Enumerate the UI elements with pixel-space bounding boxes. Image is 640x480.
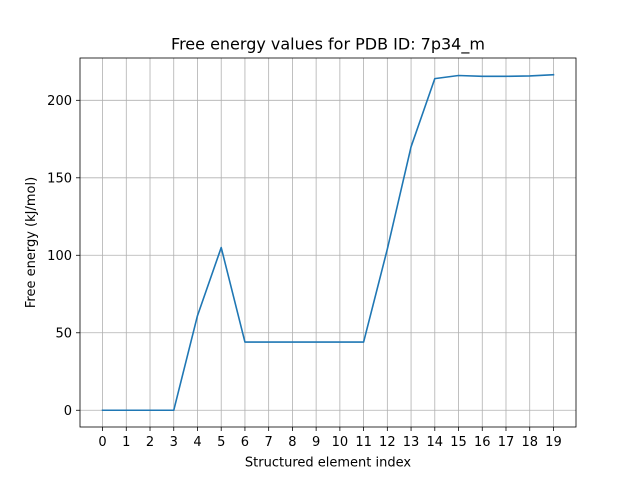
- x-tick-label: 11: [355, 435, 372, 450]
- x-tick-label: 0: [98, 435, 106, 450]
- y-axis-ticks: 0 50 100 150 200: [47, 94, 80, 419]
- x-tick-label: 3: [170, 435, 178, 450]
- chart-title: Free energy values for PDB ID: 7p34_m: [171, 35, 485, 55]
- y-axis-label: Free energy (kJ/mol): [24, 177, 39, 308]
- series-layer: [101, 73, 555, 412]
- y-tick-label: 50: [55, 326, 72, 341]
- x-tick-label: 17: [498, 435, 515, 450]
- x-tick-label: 7: [265, 435, 273, 450]
- x-tick-label: 15: [450, 435, 467, 450]
- y-tick-label: 150: [47, 171, 72, 186]
- plot-frame: [79, 57, 577, 428]
- x-tick-label: 2: [146, 435, 154, 450]
- x-tick-label: 14: [427, 435, 444, 450]
- x-tick-label: 5: [217, 435, 225, 450]
- x-tick-label: 4: [193, 435, 201, 450]
- y-tick-label: 100: [47, 249, 72, 264]
- y-tick-label: 0: [64, 404, 72, 419]
- x-axis-label: Structured element index: [245, 456, 411, 471]
- x-tick-label: 8: [288, 435, 296, 450]
- x-tick-label: 10: [332, 435, 349, 450]
- x-axis-ticks: 0 1 2 3 4 5 6 7 8 9 10 11 12 13 14 15 16 17 18 19: [98, 427, 562, 450]
- free-energy-series-line: [101, 73, 555, 412]
- x-tick-label: 18: [521, 435, 538, 450]
- grid: [80, 58, 576, 427]
- x-tick-label: 1: [122, 435, 130, 450]
- x-tick-label: 12: [379, 435, 396, 450]
- y-tick-label: 200: [47, 94, 72, 109]
- x-tick-label: 6: [241, 435, 249, 450]
- x-tick-label: 13: [403, 435, 420, 450]
- x-tick-label: 19: [545, 435, 562, 450]
- x-tick-label: 16: [474, 435, 491, 450]
- x-tick-label: 9: [312, 435, 320, 450]
